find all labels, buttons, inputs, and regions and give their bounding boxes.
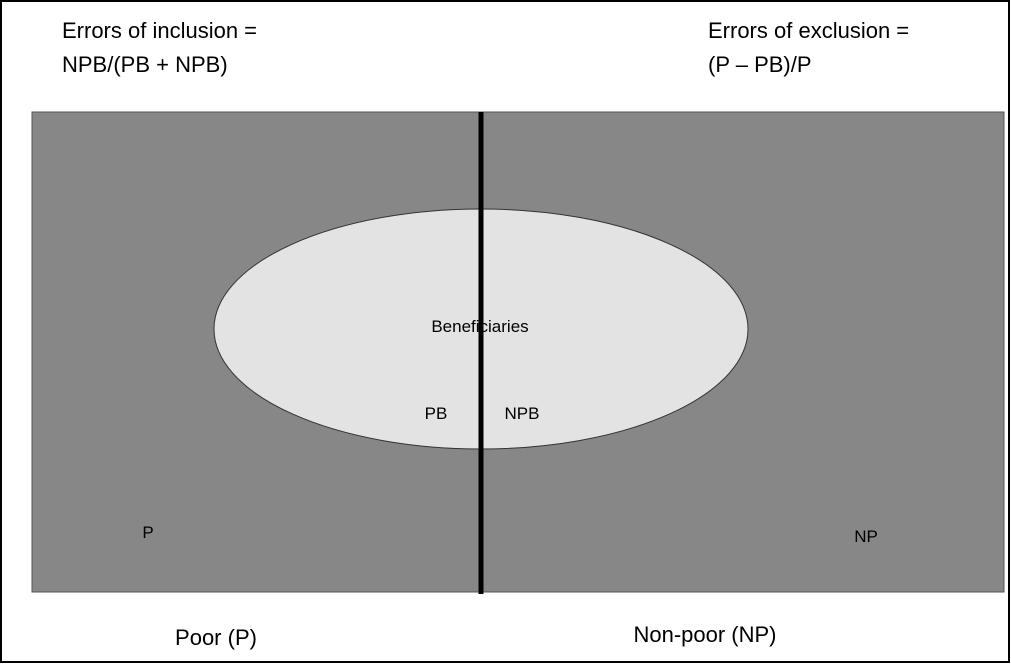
poor-label: Poor (P)	[175, 625, 257, 650]
exclusion-line1: Errors of exclusion =	[708, 18, 909, 43]
np-label: NP	[854, 527, 878, 546]
nonpoor-label: Non-poor (NP)	[633, 622, 776, 647]
inclusion-line1: Errors of inclusion =	[62, 18, 257, 43]
ellipse-label: Beneficiaries	[431, 317, 528, 336]
inclusion-line2: NPB/(PB + NPB)	[62, 52, 228, 77]
pb-label: PB	[425, 404, 448, 423]
npb-label: NPB	[505, 404, 540, 423]
p-label: P	[142, 523, 153, 542]
exclusion-line2: (P – PB)/P	[708, 52, 812, 77]
